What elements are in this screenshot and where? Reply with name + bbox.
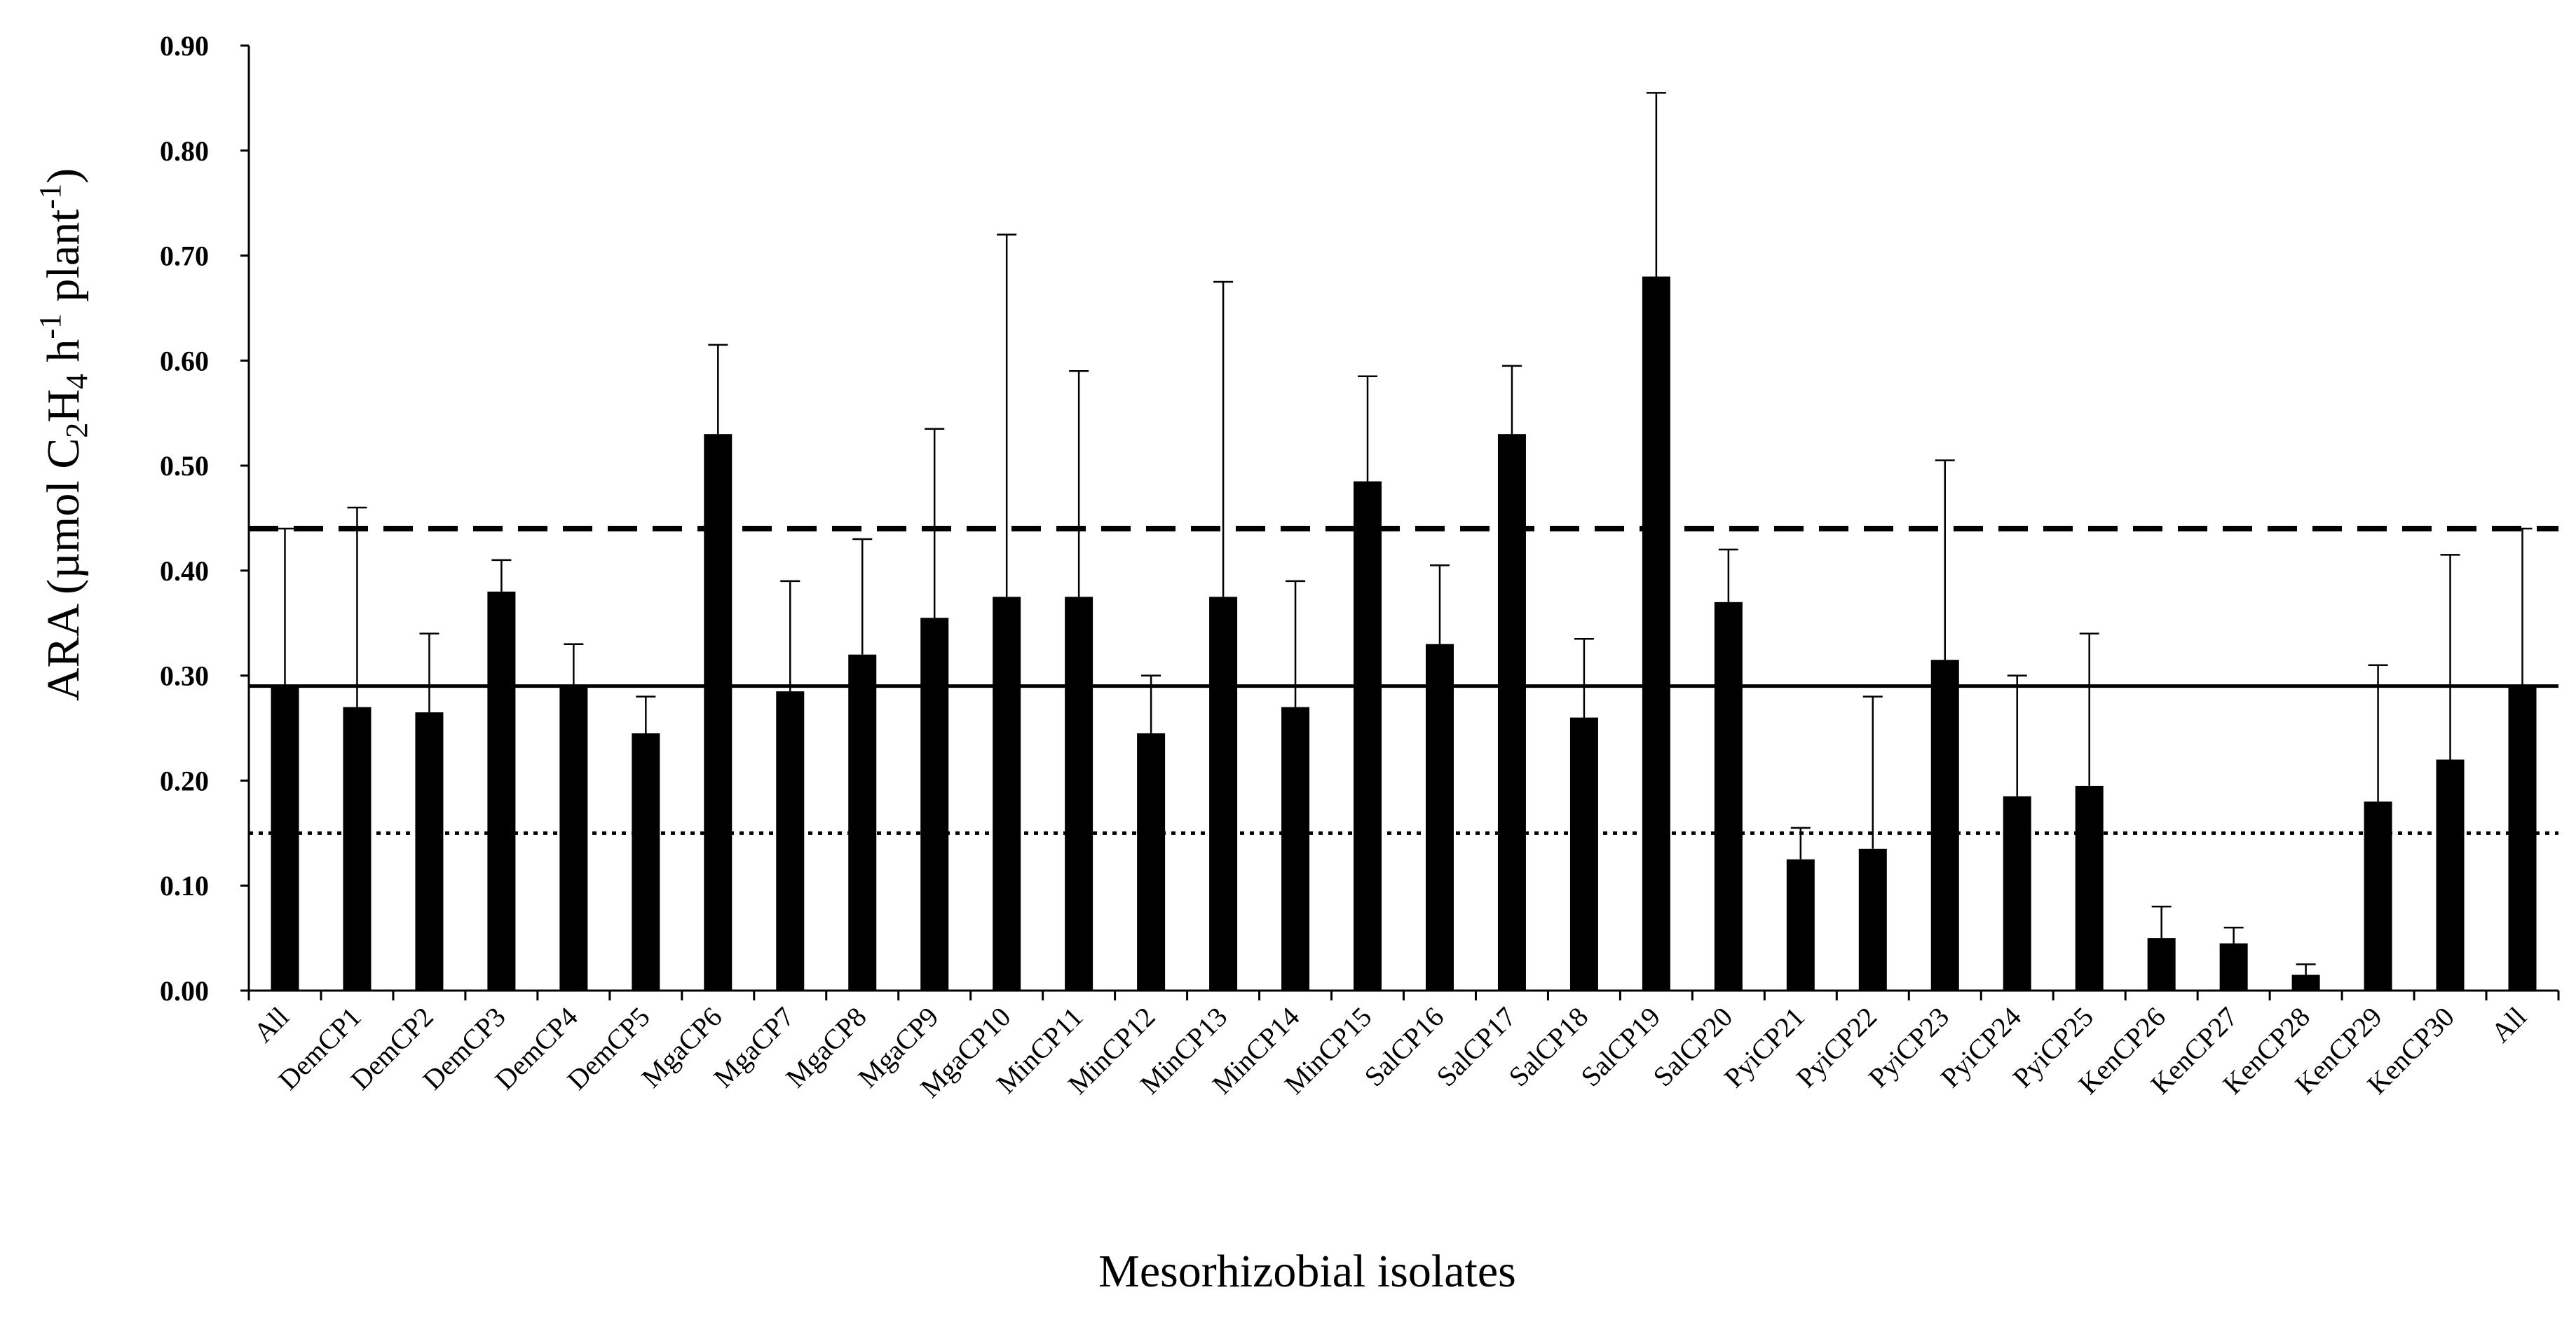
x-tick-label-0: All xyxy=(247,1001,295,1049)
y-tick-label-7: 0.70 xyxy=(160,240,209,272)
reference-lines xyxy=(249,525,2558,835)
bar-mincp13-13 xyxy=(1209,597,1238,991)
x-tick-label-19: SalCP19 xyxy=(1574,1001,1666,1093)
error-bars xyxy=(275,92,2533,975)
bar-kencp27-27 xyxy=(2219,943,2248,991)
bar-kencp26-26 xyxy=(2147,938,2176,991)
y-tick-label-9: 0.90 xyxy=(160,30,209,62)
bar-pyicp22-22 xyxy=(1858,848,1887,991)
bar-salcp16-16 xyxy=(1425,644,1454,991)
bar-pyicp25-25 xyxy=(2075,785,2104,991)
y-tick-label-2: 0.20 xyxy=(160,765,209,796)
bar-demcp2-2 xyxy=(415,712,444,991)
x-tick-label-18: SalCP18 xyxy=(1502,1001,1594,1093)
x-tick-label-6: MgaCP6 xyxy=(635,1001,728,1094)
x-tick-label-8: MgaCP8 xyxy=(779,1001,872,1094)
bar-salcp19-19 xyxy=(1642,276,1670,991)
y-tick-label-0: 0.00 xyxy=(160,975,209,1007)
bar-salcp18-18 xyxy=(1569,717,1598,991)
bar-pyicp24-24 xyxy=(2003,796,2031,991)
x-tick-label-23: PyiCP23 xyxy=(1862,1001,1955,1094)
bar-kencp28-28 xyxy=(2291,974,2320,991)
y-axis-title: ARA (µmol C2H4 h-1 plant-1) xyxy=(33,168,94,701)
bar-mgacp6-6 xyxy=(704,434,732,991)
bar-mgacp9-9 xyxy=(920,618,949,991)
x-axis-title: Mesorhizobial isolates xyxy=(1098,1246,1516,1297)
bar-mincp15-15 xyxy=(1354,481,1382,991)
x-tick-label-7: MgaCP7 xyxy=(707,1001,800,1094)
bar-demcp4-4 xyxy=(559,686,588,991)
bar-mincp11-11 xyxy=(1065,597,1093,991)
axes xyxy=(240,44,2560,1000)
bar-all-0 xyxy=(271,686,299,991)
bar-pyicp23-23 xyxy=(1930,660,1959,991)
y-tick-label-5: 0.50 xyxy=(160,450,209,482)
bars xyxy=(271,276,2537,991)
y-tick-label-1: 0.10 xyxy=(160,870,209,902)
x-tick-labels: AllDemCP1DemCP2DemCP3DemCP4DemCP5MgaCP6M… xyxy=(247,1001,2533,1104)
x-tick-label-31: All xyxy=(2485,1001,2533,1049)
bar-demcp1-1 xyxy=(343,707,372,991)
bar-kencp29-29 xyxy=(2364,801,2392,991)
bar-mincp12-12 xyxy=(1137,733,1166,991)
bar-pyicp21-21 xyxy=(1786,859,1815,991)
bar-salcp17-17 xyxy=(1497,434,1526,991)
x-tick-label-16: SalCP16 xyxy=(1358,1001,1450,1093)
bar-kencp30-30 xyxy=(2436,759,2465,991)
bar-mincp14-14 xyxy=(1281,707,1310,991)
y-tick-label-8: 0.80 xyxy=(160,135,209,167)
bar-mgacp10-10 xyxy=(993,597,1021,991)
bar-mgacp8-8 xyxy=(848,654,877,991)
x-tick-label-22: PyiCP22 xyxy=(1790,1001,1883,1094)
y-tick-labels: 0.00 0.10 0.20 0.30 0.40 0.50 0.60 0.70 0.80 0.90 xyxy=(160,30,209,1007)
y-tick-label-6: 0.60 xyxy=(160,345,209,376)
x-tick-label-21: PyiCP21 xyxy=(1718,1001,1811,1094)
x-tick-label-17: SalCP17 xyxy=(1430,1001,1522,1093)
bar-all-31 xyxy=(2508,686,2537,991)
x-tick-label-24: PyiCP24 xyxy=(1935,1001,2027,1094)
bar-demcp5-5 xyxy=(632,733,660,991)
y-tick-label-4: 0.40 xyxy=(160,555,209,587)
y-tick-label-3: 0.30 xyxy=(160,660,209,692)
bar-salcp20-20 xyxy=(1714,602,1743,991)
bar-mgacp7-7 xyxy=(776,691,805,991)
bar-demcp3-3 xyxy=(487,591,516,991)
